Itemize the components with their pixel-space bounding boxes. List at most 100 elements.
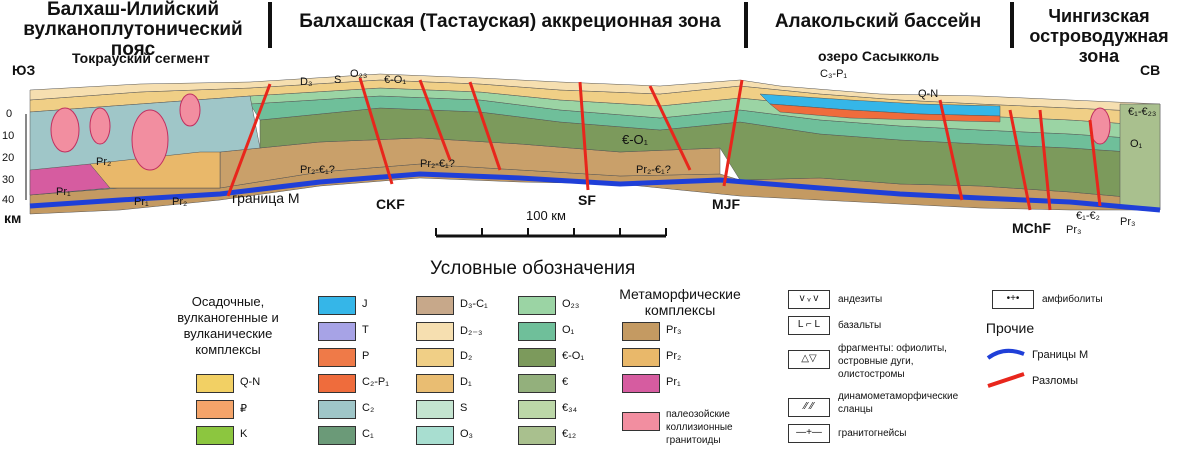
legend-swatch-label: €₁₂	[562, 428, 577, 440]
legend-swatch-label: P	[362, 350, 370, 362]
legend-swatch	[318, 322, 356, 341]
depth-tick: 30	[2, 174, 15, 186]
unit-label: Pr₂	[96, 156, 112, 168]
zone-title-balkhash-ili: Балхаш-Илийский вулканоплутонический поя…	[23, 0, 243, 60]
moho-label: граница М	[232, 190, 300, 206]
scale-label: 100 км	[526, 208, 566, 223]
moho-boundary	[29, 171, 1161, 213]
fault-label-mjf: MJF	[712, 196, 740, 212]
legend-swatch	[416, 322, 454, 341]
lake-label: озеро Сасыкколь	[818, 48, 940, 64]
unit-label: O₂₃	[350, 68, 368, 80]
unit-label: Pr₂-€₁?	[300, 164, 335, 176]
legend-group-metamorphic: Метаморфические комплексы	[619, 286, 741, 318]
unit-label: Pr₁	[56, 186, 71, 198]
legend-swatch-label: палеозойские коллизионные гранитоиды	[666, 409, 733, 446]
pattern-ophiolite-fragments: △▽	[788, 350, 830, 369]
layer-left-pr2	[89, 151, 221, 189]
granitoid-body	[50, 107, 80, 153]
zone-separator	[744, 2, 748, 48]
legend-swatch	[416, 348, 454, 367]
legend-swatch-label: C₂-P₁	[362, 376, 389, 388]
legend-swatch-label: S	[460, 402, 468, 414]
pattern-andesite: v ᵥ v	[788, 290, 830, 309]
unit-label: Pr₂	[172, 196, 188, 208]
pattern-label: андезиты	[838, 294, 883, 305]
pattern-label: фрагменты: офиолиты, островные дуги, оли…	[838, 343, 947, 380]
depth-unit: км	[4, 210, 22, 226]
legend-title: Условные обозначения	[430, 258, 636, 279]
legend-swatch-label: C₁	[362, 428, 374, 440]
legend-swatch-label: €₃₄	[562, 402, 578, 414]
depth-tick: 0	[6, 108, 13, 120]
legend-swatch	[518, 322, 556, 341]
legend-swatch-granitoid	[622, 412, 660, 431]
legend-swatch-label: €-O₁	[562, 350, 585, 362]
legend-swatch-label: K	[240, 428, 248, 440]
legend-swatch	[622, 348, 660, 367]
legend-swatch	[622, 322, 660, 341]
legend-swatch-label: D₂	[460, 350, 473, 362]
zone-separator	[268, 2, 272, 48]
legend-swatch-label: J	[362, 298, 368, 310]
layer-right-cambrian	[1119, 103, 1161, 211]
legend-swatch	[416, 400, 454, 419]
zone-title-chingiz-arc: Чингизская островодужная зона	[1029, 6, 1169, 66]
granitoid-body	[89, 107, 111, 145]
legend-swatch-label: O₁	[562, 324, 575, 336]
legend-swatch-label: Pr₂	[666, 350, 682, 362]
unit-label: Pr₂-€₁?	[420, 158, 455, 170]
legend-swatch	[416, 296, 454, 315]
fault-label-mchf: MChF	[1012, 220, 1051, 236]
fault-label-ckf: CKF	[376, 196, 405, 212]
legend-swatch-label: Q-N	[240, 376, 261, 388]
unit-label: Pr₂-€₁?	[636, 164, 671, 176]
granitoid-body	[179, 93, 201, 127]
pattern-amphibolite: •+•	[992, 290, 1034, 309]
legend-swatch-label: Pr₁	[666, 376, 681, 388]
legend-swatch	[518, 426, 556, 445]
legend-swatch-label: D₃-C₁	[460, 298, 488, 310]
granitoid-body	[131, 109, 169, 171]
legend-swatch	[416, 426, 454, 445]
zone-title-alakol-basin: Алакольский бассейн	[774, 11, 982, 32]
pattern-basalt: L ⌐ L	[788, 316, 830, 335]
legend-swatch	[416, 374, 454, 393]
scale-bar	[435, 228, 667, 238]
legend-group-other: Прочие	[985, 320, 1035, 336]
pattern-granite-gneiss: —+—	[788, 424, 830, 443]
legend-group-sedimentary: Осадочные, вулканогенные и вулканические…	[177, 294, 279, 357]
segment-label: Токрауский сегмент	[72, 50, 210, 66]
unit-label: €₁-€₂	[1076, 210, 1100, 222]
legend-swatch	[318, 348, 356, 367]
depth-tick: 20	[2, 152, 15, 164]
unit-label: €₁-€₂₃	[1128, 106, 1157, 118]
pattern-dynamo-schists: ⁄⁄ ⁄⁄	[788, 398, 830, 417]
unit-label: D₃	[300, 76, 313, 88]
fault-label-sf: SF	[578, 192, 596, 208]
pattern-label: динамометаморфические сланцы	[838, 391, 959, 415]
pattern-label: базальты	[838, 320, 882, 331]
legend-swatch-label: ₽	[240, 403, 247, 415]
legend-swatch	[318, 426, 356, 445]
legend-swatch	[518, 348, 556, 367]
unit-label: Pr₃	[1120, 216, 1136, 228]
legend-swatch-label: O₃	[460, 428, 474, 440]
legend-swatch-label: T	[362, 324, 369, 336]
zone-title-balkhash-accretion: Балхашская (Тастауская) аккреционная зон…	[299, 11, 721, 32]
legend-swatch	[318, 400, 356, 419]
faults	[226, 77, 1102, 211]
unit-label: Pr₁	[134, 196, 149, 208]
legend-swatch	[318, 296, 356, 315]
legend-swatch	[196, 374, 234, 393]
legend-swatch	[196, 426, 234, 445]
unit-label: €-O₁	[384, 74, 407, 86]
legend-swatch-label: O₂₃	[562, 298, 580, 310]
legend-fault-label: Разломы	[1032, 375, 1079, 387]
legend-swatch-label: €	[562, 376, 569, 388]
zone-separator	[1010, 2, 1014, 48]
legend-moho-line	[986, 348, 1025, 360]
legend-swatch	[622, 374, 660, 393]
legend-fault-line	[987, 372, 1025, 388]
depth-tick: 40	[2, 194, 15, 206]
